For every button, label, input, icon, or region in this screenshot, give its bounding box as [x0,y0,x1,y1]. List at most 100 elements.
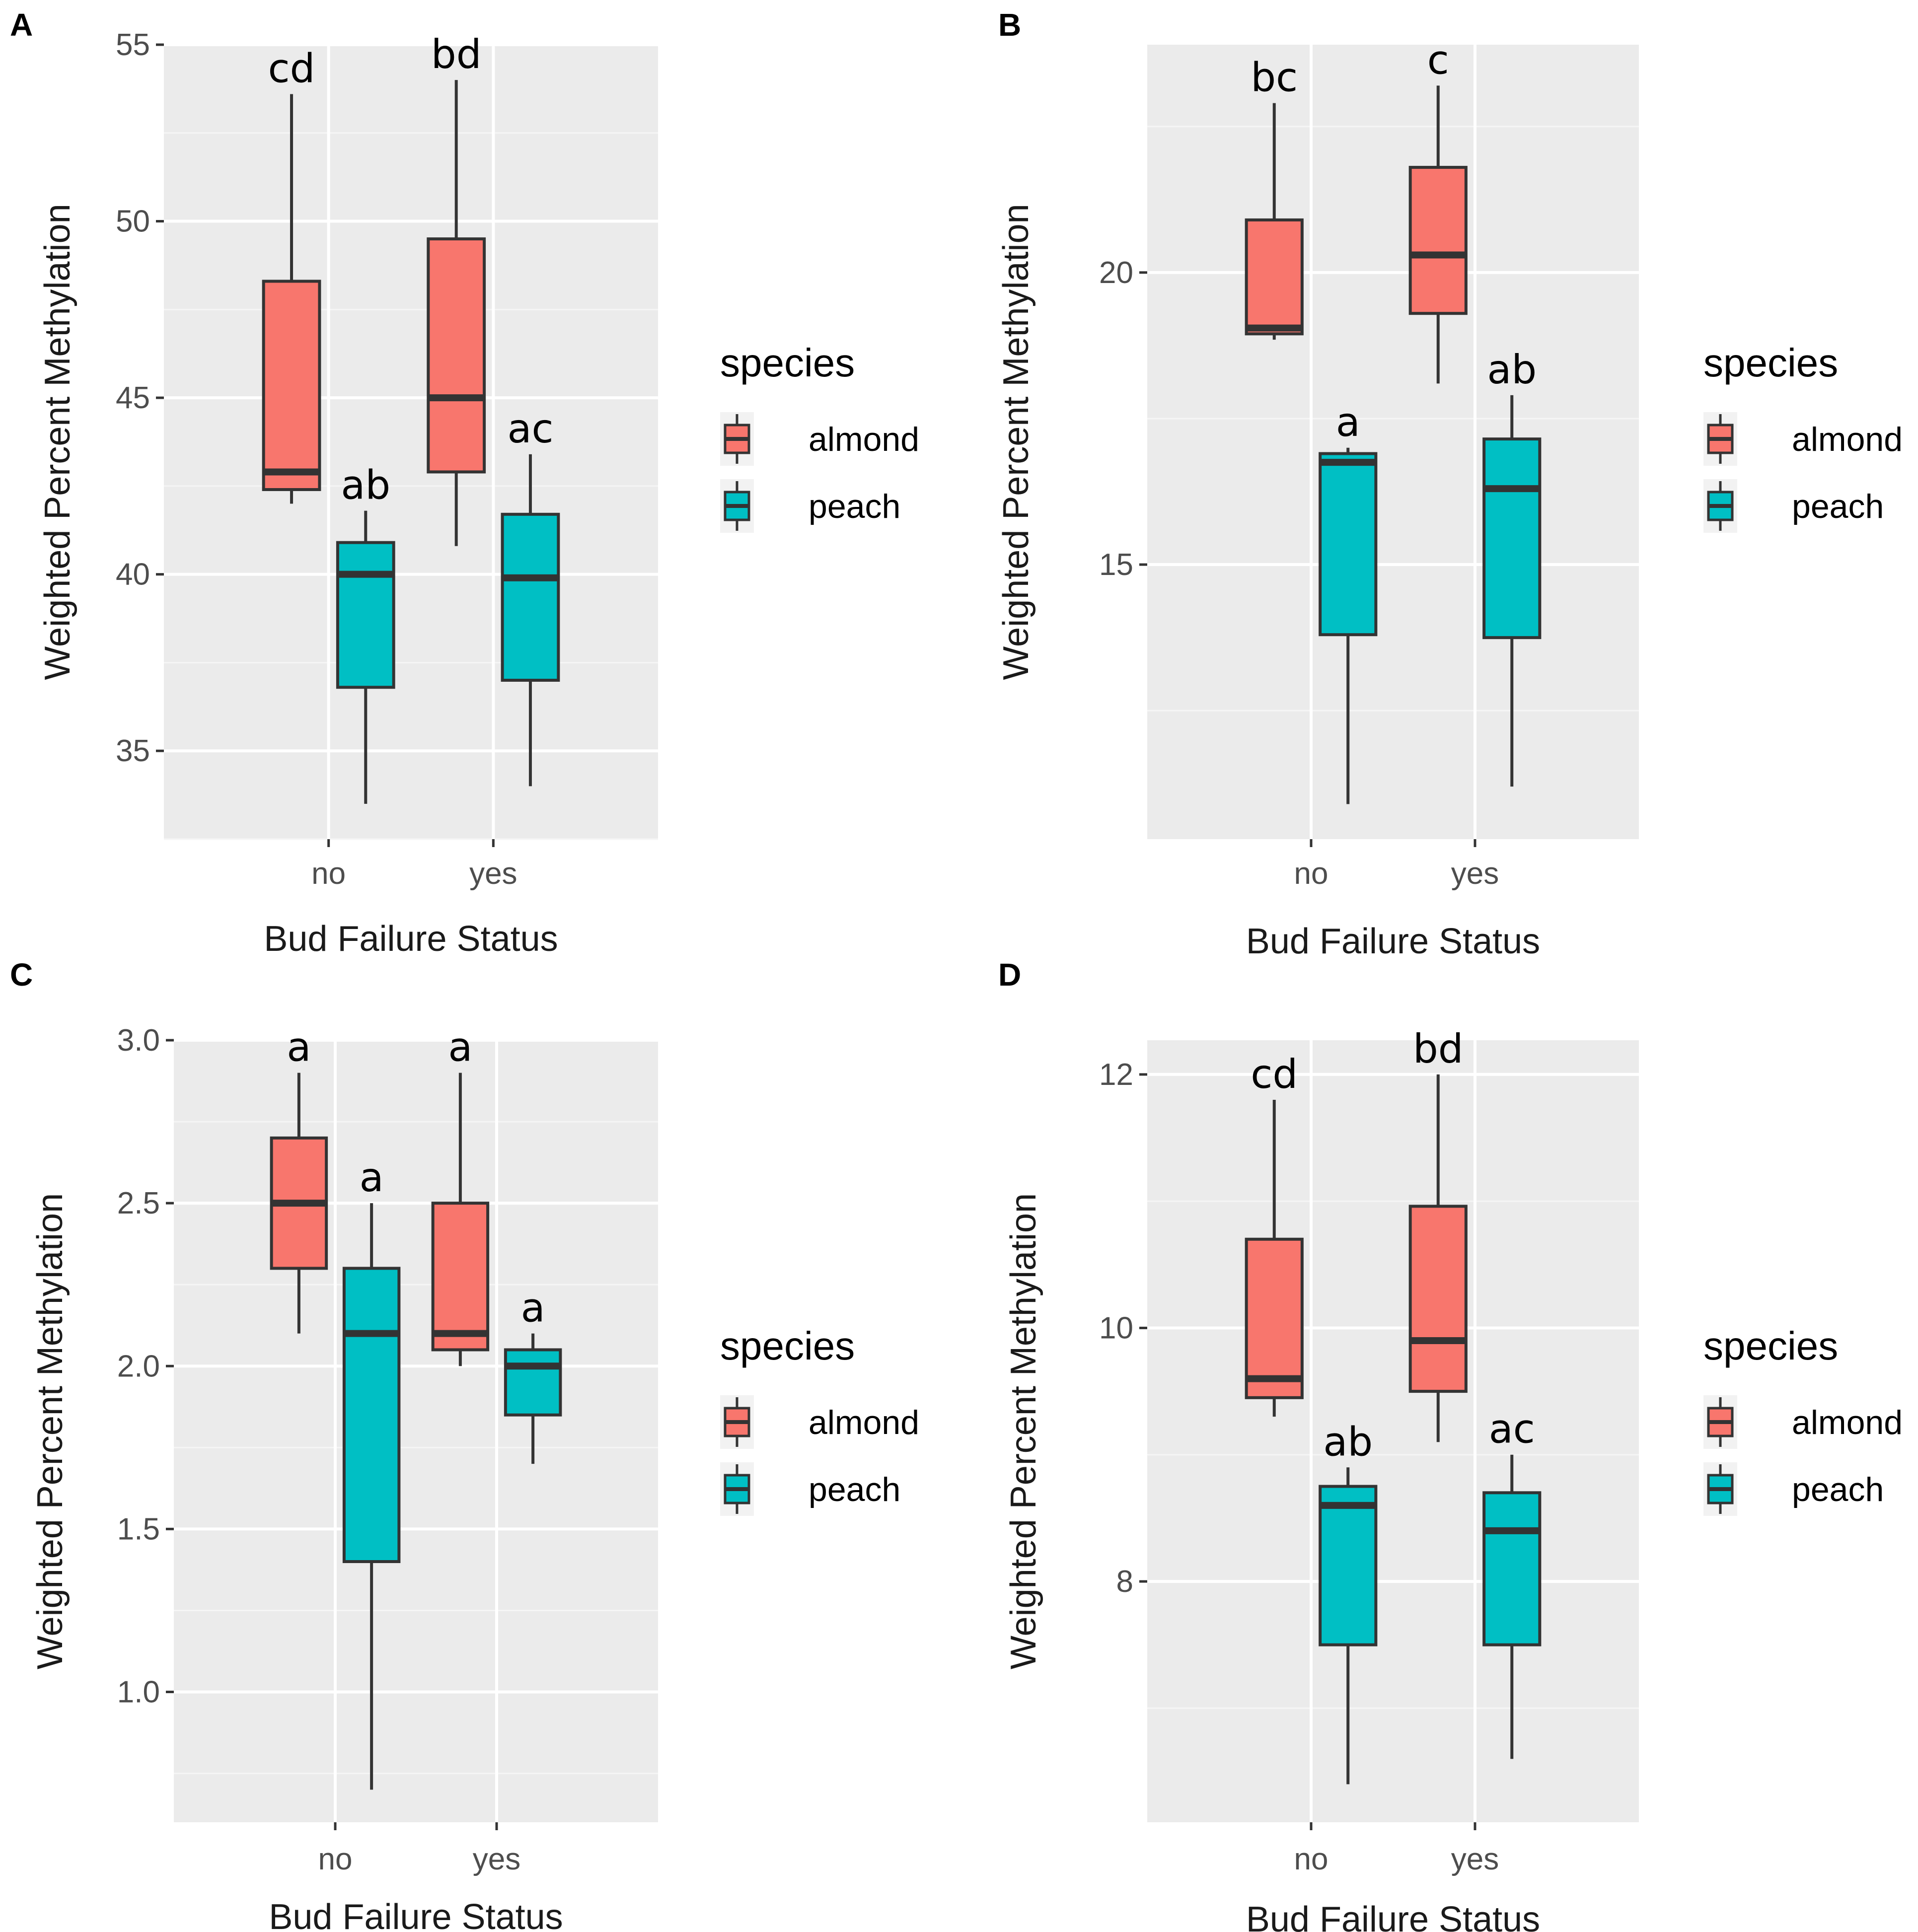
legend: species almond peach [1703,1324,1903,1516]
x-tick-label: no [1294,857,1328,891]
legend-title: species [1703,341,1838,385]
significance-label: a [521,1285,545,1331]
panel-d: D 8 10 12 no yes cd bd ab ac Bud Failure Status Wei… [998,957,1903,1932]
box-peach-yes: ac [1482,1406,1542,1759]
y-axis-title: Weighted Percent Methylation [30,1193,70,1669]
legend: species almond peach [1703,341,1903,533]
legend-label-peach: peach [809,488,900,525]
box-iqr [504,1348,562,1417]
box-almond-no: bc [1245,55,1304,340]
x-tick-label: yes [1451,1842,1499,1876]
y-tick-label: 2.0 [117,1349,160,1383]
y-tick-label: 1.0 [117,1675,160,1710]
y-tick-label: 55 [116,28,150,62]
x-tick-label: no [1294,1842,1328,1876]
box-almond-yes: bd [427,31,486,546]
legend-title: species [1703,1324,1838,1368]
box-iqr [342,1267,401,1563]
box-iqr [1245,1237,1304,1399]
significance-label: ab [1323,1419,1373,1465]
significance-label: c [1427,37,1449,83]
x-tick-label: no [311,857,346,891]
legend-label-almond: almond [1792,1404,1903,1441]
y-tick-label: 1.5 [117,1512,160,1546]
significance-label: cd [268,46,315,92]
box-iqr [501,512,560,682]
plot-background [1147,45,1639,839]
legend-key-peach [720,479,754,533]
significance-label: ac [507,406,553,452]
box-iqr [1408,166,1468,315]
panel-a: A 35 40 45 50 55 no yes cd bd ab ac Bud Failure Stat… [10,7,919,959]
significance-label: ac [1489,1406,1535,1452]
legend-label-almond: almond [809,1404,919,1441]
plot-background [164,45,658,839]
box-iqr [1408,1205,1468,1393]
legend-label-peach: peach [1792,1471,1884,1508]
legend-label-peach: peach [809,1471,900,1508]
box-iqr [1319,452,1378,637]
significance-label: bc [1251,55,1298,101]
box-peach-yes: ab [1482,347,1542,787]
x-tick-label: yes [1451,857,1499,891]
legend-key-almond [1703,1395,1737,1449]
legend-label-almond: almond [809,421,919,458]
box-peach-no: a [342,1154,401,1790]
x-axis-title: Bud Failure Status [1246,1900,1540,1932]
x-tick-label: yes [469,857,517,891]
y-tick-label: 3.0 [117,1023,160,1058]
panel-letter: B [998,7,1021,43]
y-axis-title: Weighted Percent Methylation [38,204,77,680]
legend-key-peach [1703,1462,1737,1516]
y-tick-label: 2.5 [117,1186,160,1220]
box-iqr [262,280,321,491]
box-peach-no: ab [336,462,395,804]
y-tick-label: 35 [116,734,150,768]
box-iqr [1319,1485,1378,1646]
panel-letter: A [10,7,33,43]
significance-label: a [360,1154,384,1201]
y-tick-label: 20 [1099,256,1133,290]
legend-label-peach: peach [1792,488,1884,525]
box-peach-yes: ac [501,406,560,787]
significance-label: bd [1413,1026,1464,1072]
legend-title: species [720,1324,855,1368]
panel-letter: C [10,957,33,993]
box-peach-no: a [1319,399,1378,804]
box-iqr [336,541,395,689]
y-tick-label: 10 [1099,1311,1133,1345]
significance-label: ab [341,462,390,508]
panel-b: B 15 20 no yes bc c a ab Bud Failure Status Weight… [996,7,1903,961]
y-axis-title: Weighted Percent Methylation [1004,1193,1043,1669]
legend-key-almond [1703,412,1737,466]
legend: species almond peach [720,1324,919,1516]
x-axis-title: Bud Failure Status [1246,922,1540,961]
y-tick-label: 15 [1099,548,1133,582]
y-tick-label: 8 [1116,1565,1133,1599]
box-almond-yes: bd [1408,1026,1468,1442]
legend-key-peach [1703,479,1737,533]
y-tick-label: 45 [116,381,150,415]
legend-title: species [720,341,855,385]
y-axis-title: Weighted Percent Methylation [996,204,1036,680]
box-peach-no: ab [1319,1419,1378,1785]
x-tick-label: no [318,1842,353,1876]
significance-label: bd [431,31,482,77]
panel-c: C 1.0 1.5 2.0 2.5 3.0 no yes a a a a Bud Failure Sta… [10,957,919,1932]
significance-label: ab [1487,347,1537,393]
box-almond-no: a [270,1024,328,1334]
y-tick-label: 12 [1099,1058,1133,1092]
x-axis-title: Bud Failure Status [269,1897,563,1932]
box-iqr [1482,1491,1542,1646]
legend-key-peach [720,1462,754,1516]
significance-label: a [448,1024,472,1071]
box-peach-yes: a [504,1285,562,1464]
x-tick-label: yes [473,1842,520,1876]
y-tick-label: 40 [116,558,150,592]
significance-label: a [287,1024,311,1071]
plot-background [1147,1040,1639,1822]
legend-key-almond [720,412,754,466]
plot-background [174,1040,658,1822]
legend-label-almond: almond [1792,421,1903,458]
